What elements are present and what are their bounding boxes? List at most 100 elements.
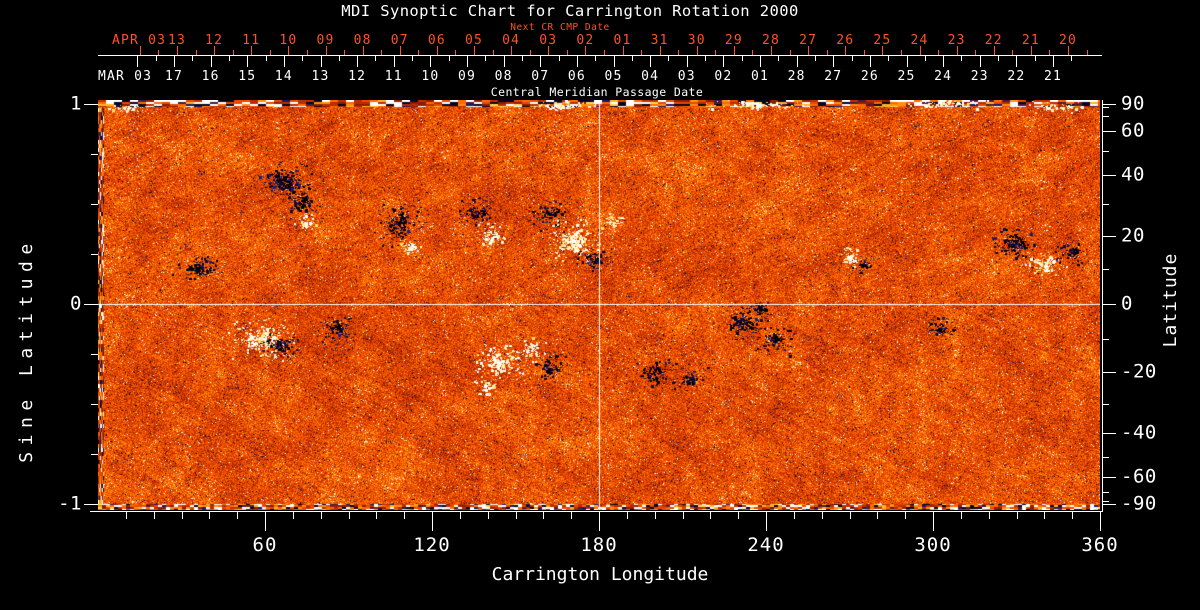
lat-tick-label: 90 (1121, 92, 1145, 115)
cmp-day-label: 23 (970, 69, 989, 84)
red-halfday-tick (603, 50, 605, 55)
cmp-day-label: 17 (164, 69, 184, 84)
lon-tick-label: 240 (747, 534, 785, 556)
cmp-day-tick (906, 55, 908, 67)
red-halfday-tick (492, 50, 494, 55)
lon-tick-label: 360 (1081, 534, 1119, 556)
red-day-label: 01 (613, 33, 632, 48)
lon-tick-label: 300 (914, 534, 952, 556)
cmp-day-tick (833, 55, 835, 67)
red-day-label: 13 (167, 33, 187, 48)
red-halfday-tick (715, 50, 717, 55)
cmp-day-tick (1053, 55, 1054, 67)
cmp-day-label: 25 (897, 69, 916, 84)
lon-minor-tick (209, 511, 211, 519)
lon-minor-tick (153, 511, 155, 519)
chart-title: MDI Synoptic Chart for Carrington Rotati… (341, 2, 799, 20)
cmp-day-tick (796, 55, 798, 67)
sinlat-major-tick (84, 504, 98, 505)
red-halfday-tick (418, 50, 420, 55)
cmp-halfday-tick (924, 55, 926, 61)
red-halfday-tick (566, 50, 568, 55)
right-axis-title: Latitude (1160, 252, 1181, 348)
red-halfday-tick (938, 50, 940, 55)
lon-minor-tick (877, 511, 879, 519)
red-day-label: 09 (316, 33, 335, 48)
cmp-day-label: 27 (824, 69, 843, 84)
red-day-label: 31 (650, 33, 669, 48)
lat-tick-label: -60 (1121, 465, 1157, 488)
lat-minor-tick (1102, 404, 1109, 405)
lon-minor-tick (125, 511, 127, 519)
lon-minor-tick (515, 511, 517, 519)
lon-minor-tick (626, 511, 628, 519)
lon-minor-tick (654, 511, 656, 519)
lat-minor-tick (1102, 338, 1109, 340)
lon-minor-tick (738, 511, 740, 519)
cmp-day-label: 11 (384, 69, 403, 84)
cmp-day-label: 15 (238, 69, 257, 84)
red-halfday-tick (269, 50, 271, 55)
lon-minor-tick (181, 511, 183, 519)
cmp-day-tick (430, 55, 432, 67)
red-day-tick (733, 46, 735, 55)
lat-tick-label: -20 (1121, 360, 1157, 383)
lat-tick-label: 60 (1121, 119, 1145, 142)
sinlat-major-tick (84, 304, 98, 305)
sinlat-minor-tick (91, 354, 98, 355)
cmp-halfday-tick (668, 55, 670, 61)
cmp-halfday-tick (448, 55, 450, 61)
red-day-tick (1068, 46, 1069, 55)
lat-major-tick (1102, 235, 1116, 237)
red-halfday-tick (900, 50, 902, 55)
red-halfday-tick (306, 50, 308, 55)
red-day-tick (251, 46, 253, 55)
lon-major-tick (265, 511, 266, 531)
red-day-label: 21 (1021, 33, 1040, 48)
next-cr-cmp-date-label: Next CR CMP Date (510, 22, 610, 33)
lat-major-tick (1102, 104, 1116, 105)
right-axis-line (1102, 100, 1103, 512)
bottom-axis-line (90, 511, 1102, 512)
red-day-label: 28 (761, 33, 781, 48)
cmp-halfday-tick (521, 55, 523, 61)
red-day-label: 22 (984, 33, 1003, 48)
red-day-label: 02 (576, 33, 595, 48)
red-day-label: 03 (539, 33, 558, 48)
red-halfday-tick (1049, 50, 1051, 55)
left-axis-title: Sine Latitude (16, 237, 37, 463)
cmp-day-label: 01 (750, 69, 770, 84)
lat-minor-tick (1102, 457, 1109, 459)
lon-minor-tick (1044, 511, 1046, 519)
lat-minor-tick (1102, 269, 1109, 271)
lat-tick-label: 40 (1121, 163, 1145, 186)
cmp-day-tick (174, 55, 175, 67)
cmp-day-label: 10 (421, 69, 440, 84)
lon-minor-tick (710, 511, 712, 519)
central-meridian-passage-date-label: Central Meridian Passage Date (490, 85, 704, 99)
red-day-label: 12 (205, 33, 224, 48)
lat-major-tick (1102, 304, 1116, 305)
lat-minor-tick (1102, 150, 1109, 152)
red-halfday-tick (752, 50, 754, 55)
red-day-label: 20 (1058, 33, 1078, 48)
cmp-halfday-tick (961, 55, 963, 61)
cmp-day-tick (503, 55, 505, 67)
cmp-day-label: 09 (457, 69, 477, 84)
cmp-day-tick (540, 55, 542, 67)
cmp-halfday-tick (705, 55, 707, 61)
red-day-tick (882, 46, 884, 55)
red-day-tick (659, 46, 661, 55)
red-halfday-tick (344, 50, 346, 55)
lon-minor-tick (348, 511, 350, 519)
lon-minor-tick (1072, 511, 1074, 519)
red-day-tick (1030, 46, 1032, 55)
lon-minor-tick (682, 511, 684, 519)
cmp-halfday-tick (888, 55, 890, 61)
red-day-tick (771, 46, 772, 55)
lon-minor-tick (404, 511, 406, 519)
cmp-day-label: 24 (934, 69, 953, 84)
red-day-tick (362, 46, 364, 55)
lat-minor-tick (1102, 491, 1109, 493)
red-day-tick (956, 46, 958, 55)
